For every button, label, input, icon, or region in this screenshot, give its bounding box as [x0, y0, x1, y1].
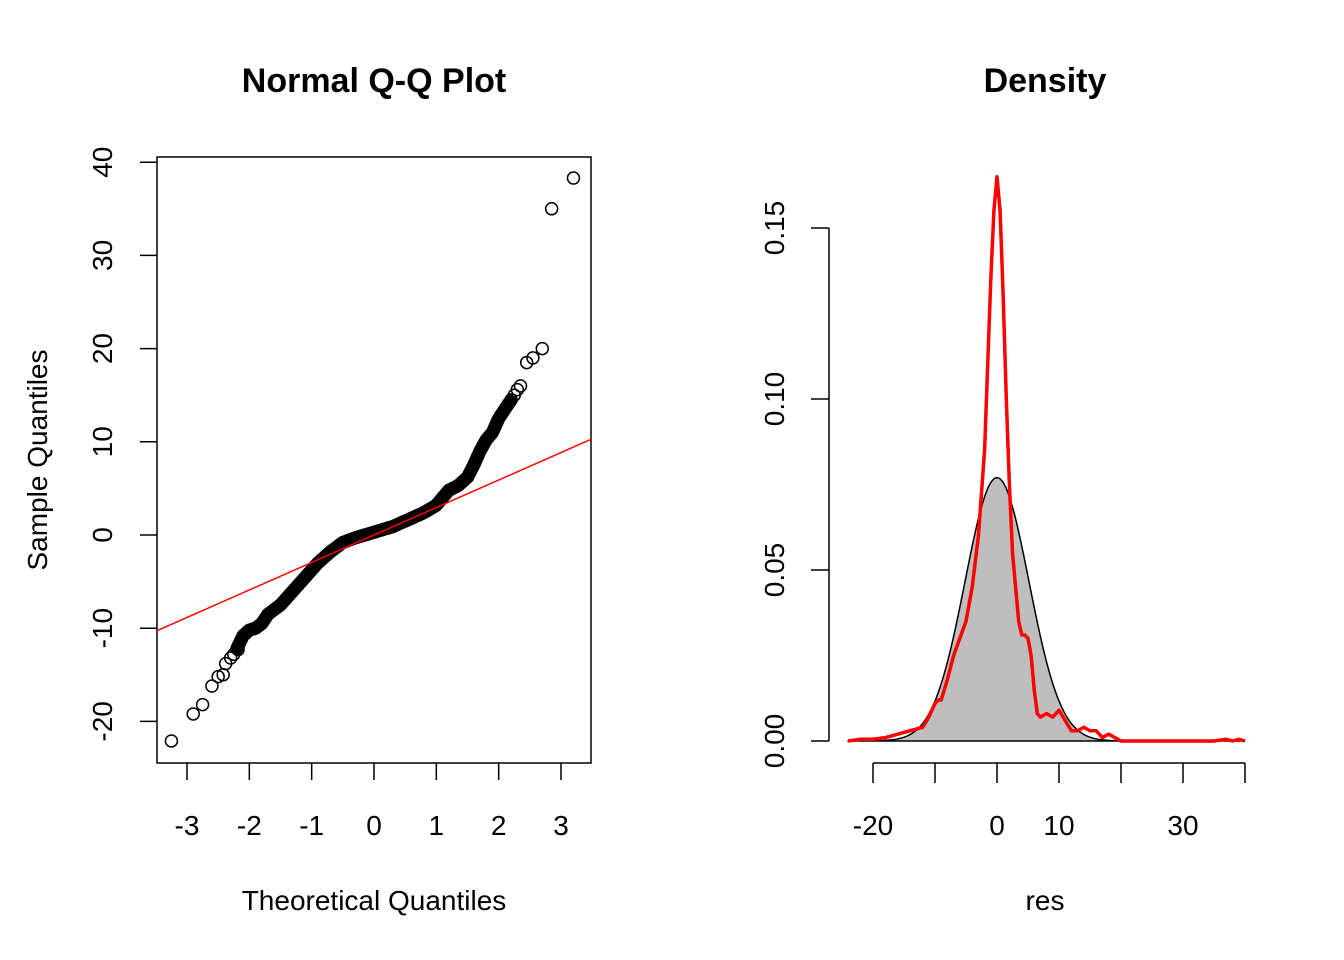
density-y-tick-label: 0.15 — [759, 201, 790, 256]
qq-point — [227, 647, 241, 662]
density-x-tick-label: 10 — [1043, 810, 1074, 841]
qq-y-axis-label: Sample Quantiles — [22, 349, 53, 570]
qq-reference-line — [156, 438, 592, 632]
qq-title: Normal Q-Q Plot — [242, 62, 506, 100]
density-y-tick-label: 0.10 — [759, 372, 790, 427]
density-y-tick-label: 0.05 — [759, 543, 790, 598]
qq-point — [544, 202, 559, 216]
qq-point — [223, 651, 238, 665]
qq-x-tick-label: -3 — [175, 810, 200, 841]
qq-x-axis: -3 -2 -1 0 1 2 3 — [175, 763, 569, 841]
qq-point — [186, 707, 200, 721]
density-plot-panel: Density -20 0 10 30 0.00 0.05 0.10 0.15 res — [759, 62, 1246, 916]
density-x-tick-label: 0 — [989, 810, 1005, 841]
qq-x-tick-label: 2 — [491, 810, 507, 841]
density-x-tick-label: 30 — [1167, 810, 1198, 841]
qq-point — [566, 171, 581, 185]
density-x-tick-label: -20 — [853, 810, 893, 841]
qq-point — [513, 379, 528, 393]
qq-x-tick-label: 3 — [553, 810, 569, 841]
qq-y-tick-label: -20 — [87, 701, 118, 741]
qq-y-tick-label: 20 — [87, 333, 118, 364]
density-title: Density — [984, 62, 1107, 100]
qq-plot-panel: Normal Q-Q Plot -3 -2 -1 0 1 2 3 -20-100102030… — [22, 62, 592, 916]
qq-x-tick-label: 0 — [366, 810, 382, 841]
qq-point — [164, 734, 179, 748]
qq-point — [535, 341, 550, 356]
qq-y-tick-label: 10 — [87, 426, 118, 457]
qq-y-axis: -20 -10 0 10 20 30 40 — [87, 147, 157, 742]
qq-point — [526, 351, 540, 365]
normal-density-area — [847, 476, 1245, 742]
qq-x-tick-label: -1 — [299, 810, 324, 841]
qq-point — [195, 697, 210, 712]
qq-y-tick-label: 30 — [87, 240, 118, 271]
qq-x-axis-label: Theoretical Quantiles — [242, 885, 507, 916]
density-y-axis: 0.00 0.05 0.10 0.15 — [759, 201, 830, 769]
qq-points — [164, 171, 581, 748]
density-x-axis-label: res — [1026, 885, 1065, 916]
qq-x-tick-label: -2 — [237, 810, 262, 841]
density-x-axis: -20 0 10 30 — [853, 762, 1246, 841]
qq-y-tick-label: -10 — [87, 608, 118, 648]
qq-y-tick-label: 40 — [87, 147, 118, 178]
qq-point — [231, 642, 245, 657]
qq-point — [205, 679, 219, 693]
qq-x-tick-label: 1 — [429, 810, 445, 841]
qq-point — [510, 382, 525, 397]
qq-y-tick-label: 0 — [87, 527, 118, 543]
kernel-density-line — [847, 174, 1246, 743]
density-y-tick-label: 0.00 — [759, 714, 790, 769]
